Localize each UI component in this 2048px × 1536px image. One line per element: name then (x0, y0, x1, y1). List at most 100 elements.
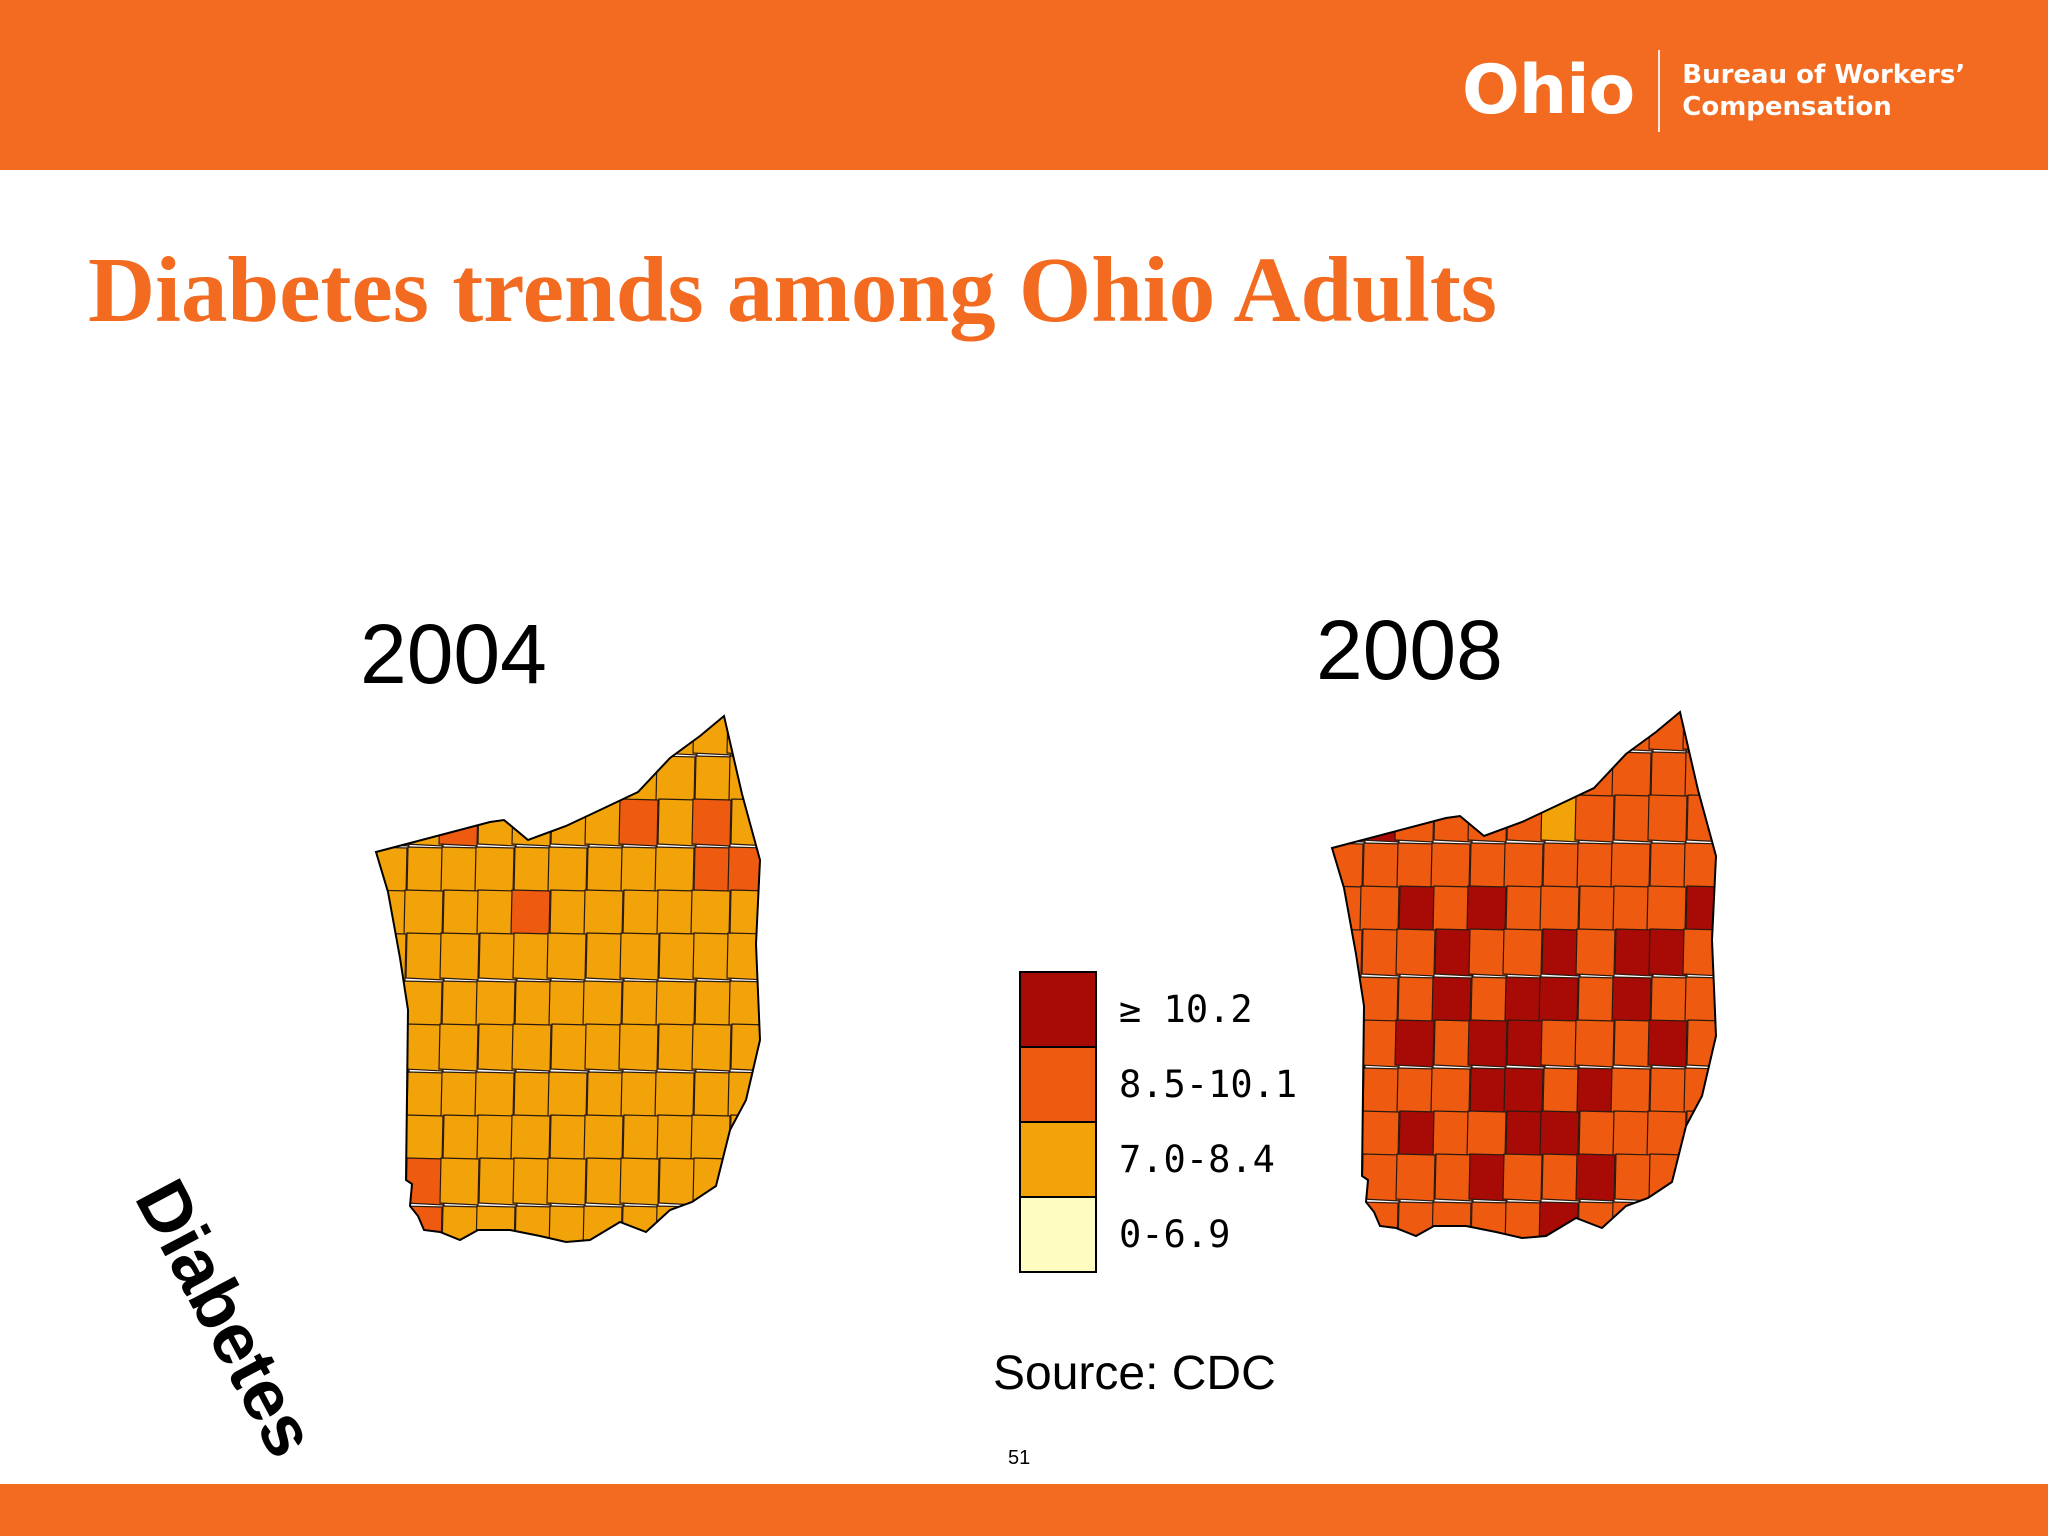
county-shape (1332, 1153, 1363, 1202)
county-shape (727, 846, 760, 895)
county-shape (440, 846, 481, 895)
county-shape (403, 889, 444, 938)
county-shape (478, 1157, 519, 1206)
county-shape (1649, 842, 1690, 891)
county-shape (1506, 794, 1547, 843)
year-label-2008: 2008 (1316, 603, 1503, 697)
county-shape (583, 1114, 624, 1163)
county-shape (1648, 712, 1689, 752)
county-shape (1362, 1067, 1403, 1116)
county-shape (1434, 1153, 1475, 1202)
county-shape (1361, 712, 1402, 752)
county-shape (1610, 842, 1651, 891)
logo-wordmark: Ohio (1462, 51, 1635, 130)
county-shape (376, 755, 409, 804)
logo-subtitle: Bureau of Workers’ Compensation (1682, 59, 1965, 123)
county-shape (1576, 842, 1617, 891)
county-shape (726, 932, 760, 981)
county-shape (1684, 976, 1716, 1025)
county-shape (1540, 1019, 1581, 1068)
county-shape (728, 1205, 760, 1242)
legend-label-3: 7.0-8.4 (1119, 1138, 1275, 1181)
county-shape (1577, 976, 1618, 1025)
county-shape (478, 716, 519, 756)
county-shape (1541, 712, 1582, 752)
logo-divider (1658, 50, 1661, 132)
county-shape (1539, 1110, 1580, 1159)
county-shape (1332, 1019, 1367, 1068)
county-shape (510, 1114, 551, 1163)
county-shape (476, 1114, 517, 1163)
county-shape (620, 1071, 661, 1120)
legend-label-4: 0-6.9 (1119, 1213, 1231, 1256)
county-shape (1574, 1019, 1615, 1068)
page-number: 51 (1008, 1447, 1031, 1469)
diabetes-rotated-label: Diabetes (119, 1167, 332, 1470)
county-shape (1650, 751, 1691, 800)
county-shape (1612, 885, 1653, 934)
county-shape (1502, 712, 1543, 752)
county-shape (376, 1023, 411, 1072)
county-shape (1538, 976, 1579, 1025)
county-shape (620, 846, 661, 895)
county-shape (1685, 885, 1716, 934)
county-shape (654, 1071, 695, 1120)
county-shape (1505, 1110, 1546, 1159)
county-shape (477, 1023, 518, 1072)
legend-label-1: ≥ 10.2 (1119, 988, 1253, 1031)
county-grid (1332, 712, 1716, 1238)
county-shape (1647, 794, 1688, 843)
county-shape (439, 932, 480, 981)
county-shape (1395, 1153, 1436, 1202)
county-shape (376, 980, 409, 1029)
county-shape (513, 1071, 554, 1120)
county-shape (1470, 1201, 1511, 1238)
county-shape (1332, 842, 1364, 891)
legend-swatch-4 (1019, 1196, 1097, 1273)
county-shape (657, 798, 698, 847)
county-shape (1578, 885, 1619, 934)
county-shape (475, 755, 516, 804)
county-shape (618, 798, 659, 847)
county-shape (1467, 1019, 1508, 1068)
county-shape (548, 1205, 589, 1242)
county-shape (1397, 976, 1438, 1025)
county-shape (1610, 1067, 1651, 1116)
county-shape (1468, 1153, 1509, 1202)
county-shape (1541, 1153, 1582, 1202)
county-shape (1361, 928, 1402, 977)
county-grid (376, 716, 760, 1242)
county-shape (512, 1157, 553, 1206)
county-shape (1394, 794, 1435, 843)
county-shape (1611, 751, 1652, 800)
logo-subtitle-line2: Compensation (1682, 92, 1892, 122)
county-shape (619, 716, 660, 756)
county-shape (1432, 1110, 1473, 1159)
county-shape (1648, 928, 1689, 977)
county-shape (726, 1157, 760, 1206)
county-shape (1358, 1201, 1399, 1238)
county-shape (1505, 885, 1546, 934)
county-shape (1574, 794, 1615, 843)
county-shape (403, 1114, 444, 1163)
county-shape (1503, 1067, 1544, 1116)
county-shape (691, 798, 732, 847)
county-shape (438, 1023, 479, 1072)
ohio-map-2004 (374, 714, 762, 1244)
state-outline (374, 714, 762, 1244)
county-shape (402, 755, 443, 804)
county-shape (657, 1023, 698, 1072)
county-shape (655, 755, 696, 804)
county-shape (658, 932, 699, 981)
county-shape (658, 716, 699, 756)
county-shape (1398, 1110, 1439, 1159)
county-shape (474, 1071, 515, 1120)
county-shape (376, 1071, 408, 1120)
county-shape (1359, 885, 1400, 934)
county-shape (1539, 885, 1580, 934)
county-shape (513, 846, 554, 895)
county-shape (476, 889, 517, 938)
county-shape (1612, 1110, 1653, 1159)
county-shape (549, 889, 590, 938)
county-shape (1611, 976, 1652, 1025)
